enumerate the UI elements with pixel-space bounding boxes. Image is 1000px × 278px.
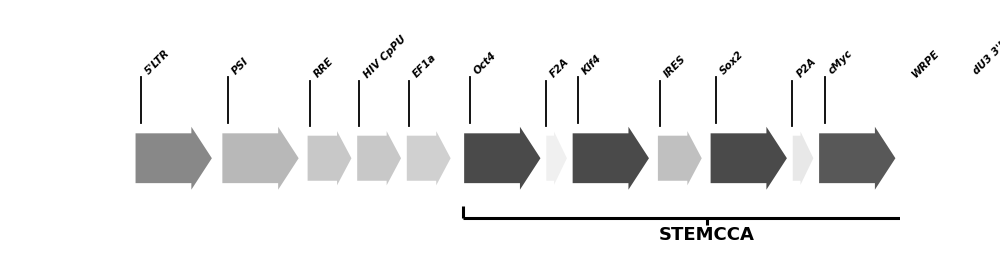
Text: Klf4: Klf4 (580, 53, 604, 76)
Polygon shape (356, 126, 402, 190)
Polygon shape (962, 123, 1000, 194)
Text: cMyc: cMyc (827, 48, 855, 76)
Text: PSI: PSI (230, 56, 251, 76)
Text: Oct4: Oct4 (472, 50, 498, 76)
Polygon shape (792, 126, 815, 190)
Text: IRES: IRES (663, 54, 688, 80)
Polygon shape (818, 123, 897, 194)
Polygon shape (406, 126, 452, 190)
Text: STEMCCA: STEMCCA (659, 226, 755, 244)
Text: dU3 3'LTR: dU3 3'LTR (971, 29, 1000, 76)
Text: Sox2: Sox2 (718, 49, 746, 76)
Polygon shape (221, 123, 300, 194)
Text: 5'LTR: 5'LTR (143, 48, 172, 76)
Text: P2A: P2A (795, 56, 818, 80)
Polygon shape (571, 123, 650, 194)
Text: HIV CpPU: HIV CpPU (362, 34, 408, 80)
Text: RRE: RRE (312, 56, 336, 80)
Text: EF1a: EF1a (411, 53, 439, 80)
Text: F2A: F2A (548, 57, 571, 80)
Text: WRPE: WRPE (911, 48, 942, 80)
Polygon shape (657, 126, 703, 190)
Polygon shape (905, 126, 951, 190)
Polygon shape (463, 123, 542, 194)
Polygon shape (134, 123, 213, 194)
Polygon shape (306, 126, 353, 190)
Polygon shape (709, 123, 788, 194)
Polygon shape (545, 126, 568, 190)
